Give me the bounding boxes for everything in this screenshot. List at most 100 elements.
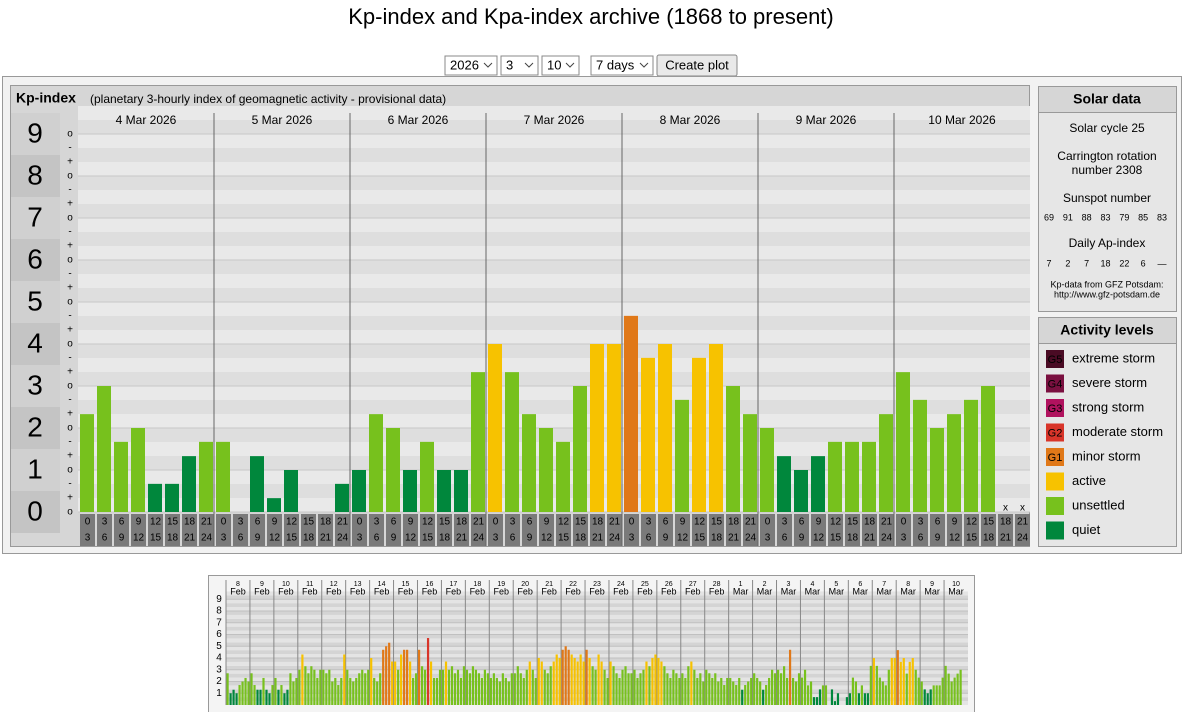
legend-swatch xyxy=(1046,497,1064,515)
bar xyxy=(624,666,627,705)
bar xyxy=(639,673,642,705)
bar xyxy=(714,673,717,705)
bar xyxy=(412,677,415,705)
bar xyxy=(862,441,876,512)
hour-cell xyxy=(794,514,809,546)
bar xyxy=(522,677,525,705)
bar xyxy=(495,677,498,705)
hour-label: 18 xyxy=(711,533,723,544)
hour-label: 9 xyxy=(544,517,550,528)
hour-label: 24 xyxy=(1017,533,1029,544)
band xyxy=(78,330,1030,344)
hour-label: 9 xyxy=(119,533,125,544)
bar xyxy=(738,677,741,705)
bar xyxy=(370,658,373,705)
band xyxy=(226,677,968,682)
sunspots-value: 85 xyxy=(1138,212,1148,222)
bar xyxy=(836,693,840,705)
bar xyxy=(274,677,277,705)
band xyxy=(226,599,968,604)
bar xyxy=(561,649,564,705)
controls: 2026 3 10 7 days Create plot xyxy=(444,54,738,77)
hour-label: 3 xyxy=(918,517,924,528)
y-tick-label: 2 xyxy=(27,411,43,442)
bar xyxy=(726,386,740,512)
y-tick-label: 2 xyxy=(216,676,222,687)
day-month: Feb xyxy=(374,586,390,596)
y-tick-label: 1 xyxy=(27,453,43,484)
year-value[interactable]: 2026 xyxy=(450,57,479,72)
month-select[interactable] xyxy=(500,55,539,76)
ap-value: 7 xyxy=(1084,258,1089,268)
hour-label: 15 xyxy=(711,517,723,528)
source: Kp-data from GFZ Potsdam: xyxy=(1050,279,1163,289)
hour-label: 6 xyxy=(918,533,924,544)
hour-label: 21 xyxy=(881,517,893,528)
hour-label: 6 xyxy=(255,517,261,528)
bar xyxy=(295,677,298,705)
hour-label: 9 xyxy=(527,533,533,544)
minor-tick-label: o xyxy=(67,339,73,350)
hour-label: 6 xyxy=(663,517,669,528)
day-value[interactable]: 10 xyxy=(547,57,561,72)
hour-label: 18 xyxy=(184,517,196,528)
button-label[interactable]: Create plot xyxy=(665,57,729,72)
month-value[interactable]: 3 xyxy=(506,57,513,72)
y-label-box xyxy=(11,365,60,407)
band xyxy=(226,689,968,694)
hour-cell xyxy=(930,514,945,546)
bar xyxy=(570,654,573,705)
bar xyxy=(890,658,893,705)
bar xyxy=(516,666,519,705)
hour-label: 3 xyxy=(102,517,108,528)
band xyxy=(78,246,1030,260)
bar xyxy=(672,669,675,705)
bar xyxy=(501,673,504,705)
day-select[interactable] xyxy=(541,55,580,76)
band xyxy=(78,344,1030,358)
day-label: 8 Mar 2026 xyxy=(660,113,721,127)
hour-label: 12 xyxy=(541,533,553,544)
bar xyxy=(492,673,495,705)
y-tick-label: 5 xyxy=(27,285,43,316)
day-number: 25 xyxy=(641,581,649,588)
hour-label: 12 xyxy=(830,517,842,528)
day-number: 5 xyxy=(834,581,838,588)
bar xyxy=(373,677,376,705)
y-label-box xyxy=(11,155,60,197)
day-month: Mar xyxy=(900,586,916,596)
bar xyxy=(397,669,400,705)
bar xyxy=(385,646,388,705)
bar xyxy=(546,673,549,705)
hour-label: 0 xyxy=(357,517,363,528)
year-select[interactable] xyxy=(444,55,498,76)
band xyxy=(226,614,968,619)
bar xyxy=(660,661,663,705)
span-select[interactable] xyxy=(590,55,654,76)
hour-cell xyxy=(369,514,384,546)
hour-label: 21 xyxy=(864,533,876,544)
hour-label: 3 xyxy=(221,533,227,544)
hour-cell xyxy=(692,514,707,546)
band xyxy=(78,148,1030,162)
day-label: 7 Mar 2026 xyxy=(524,113,585,127)
bar xyxy=(454,470,468,512)
hour-cell xyxy=(641,514,656,546)
bar xyxy=(483,669,486,705)
bar xyxy=(666,673,669,705)
bar xyxy=(732,681,735,705)
y-label-box xyxy=(11,281,60,323)
hour-label: 21 xyxy=(320,533,332,544)
bar xyxy=(280,685,283,705)
bar xyxy=(480,677,484,705)
legend-label: strong storm xyxy=(1072,399,1144,414)
day-number: 10 xyxy=(282,581,290,588)
hour-label: 21 xyxy=(184,533,196,544)
bar xyxy=(930,428,944,512)
bar xyxy=(165,483,179,512)
span-value[interactable]: 7 days xyxy=(596,57,635,72)
day-label: 4 Mar 2026 xyxy=(116,113,177,127)
hour-label: 6 xyxy=(102,533,108,544)
bar xyxy=(911,658,914,705)
bar xyxy=(875,665,878,705)
